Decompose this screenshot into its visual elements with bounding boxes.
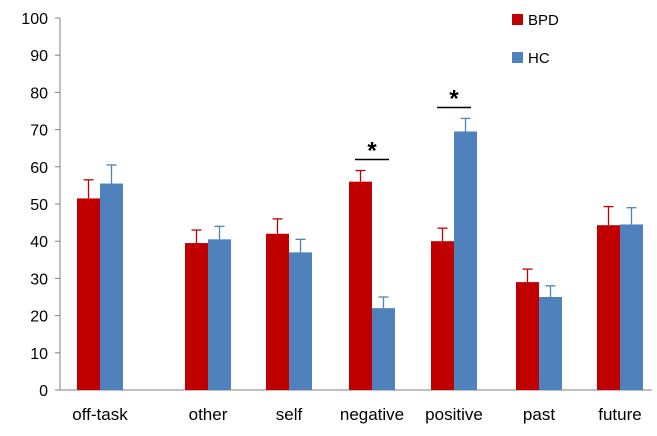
bar-hc-self bbox=[289, 252, 312, 390]
bar-bpd-self bbox=[266, 233, 289, 390]
y-tick-label: 40 bbox=[30, 234, 48, 251]
bar-bpd-negative bbox=[349, 181, 372, 390]
x-tick-label-future: future bbox=[598, 405, 641, 424]
x-tick-label-other: other bbox=[189, 405, 228, 424]
y-tick-label: 90 bbox=[30, 48, 48, 65]
bar-hc-off-task bbox=[100, 183, 123, 390]
legend-label-hc: HC bbox=[528, 50, 550, 67]
x-tick-label-negative: negative bbox=[340, 405, 404, 424]
legend: BPD HC bbox=[512, 12, 559, 67]
significance-star-positive: * bbox=[449, 85, 459, 112]
x-tick-label-positive: positive bbox=[425, 405, 483, 424]
y-tick-label: 0 bbox=[39, 383, 48, 400]
bar-hc-future bbox=[620, 224, 643, 390]
labels: 0 10 20 30 40 50 60 70 80 90 100 off-task other self n… bbox=[21, 11, 641, 424]
bars bbox=[77, 131, 643, 390]
legend-label-bpd: BPD bbox=[528, 12, 559, 29]
bar-bpd-future bbox=[597, 225, 620, 390]
y-tick-label: 10 bbox=[30, 346, 48, 363]
bar-hc-past bbox=[539, 297, 562, 390]
y-tick-label: 50 bbox=[30, 197, 48, 214]
x-tick-label-past: past bbox=[523, 405, 555, 424]
y-tick-label: 60 bbox=[30, 160, 48, 177]
x-tick-label-self: self bbox=[276, 405, 303, 424]
bar-hc-positive bbox=[454, 131, 477, 390]
y-tick-label: 70 bbox=[30, 123, 48, 140]
y-tick-label: 20 bbox=[30, 309, 48, 326]
y-tick-label: 100 bbox=[21, 11, 48, 28]
bar-bpd-off-task bbox=[77, 198, 100, 390]
error-bars bbox=[83, 117, 637, 309]
significance-markers: ** bbox=[355, 85, 471, 165]
bar-bpd-past bbox=[516, 282, 539, 390]
x-tick-label-off-task: off-task bbox=[72, 405, 128, 424]
bar-hc-other bbox=[208, 239, 231, 390]
significance-star-negative: * bbox=[367, 138, 377, 165]
y-tick-label: 30 bbox=[30, 271, 48, 288]
legend-swatch-hc bbox=[512, 52, 523, 63]
bar-hc-negative bbox=[372, 308, 395, 390]
bar-bpd-other bbox=[185, 243, 208, 390]
bar-bpd-positive bbox=[431, 241, 454, 390]
legend-swatch-bpd bbox=[512, 14, 523, 25]
y-tick-label: 80 bbox=[30, 85, 48, 102]
